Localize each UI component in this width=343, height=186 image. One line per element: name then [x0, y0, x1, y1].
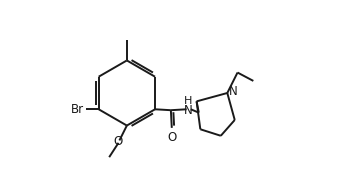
Text: N: N — [229, 85, 238, 98]
Text: O: O — [167, 131, 176, 144]
Text: Br: Br — [71, 103, 84, 116]
Text: H: H — [184, 96, 192, 106]
Text: N: N — [184, 104, 192, 116]
Text: O: O — [114, 135, 123, 148]
